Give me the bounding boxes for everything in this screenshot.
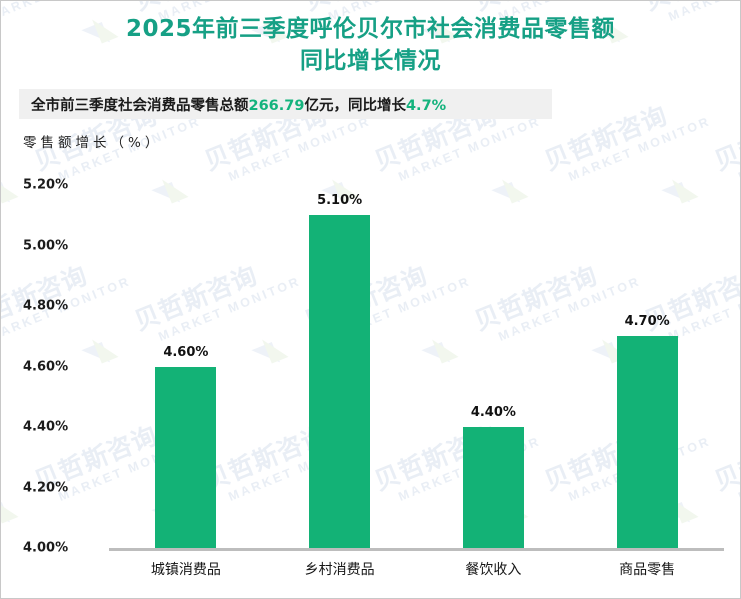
y-axis-tick-label: 4.60% — [23, 359, 69, 374]
bar-value-label: 5.10% — [317, 193, 363, 209]
title-line-1: 2025年前三季度呼伦贝尔市社会消费品零售额 — [125, 16, 615, 42]
subtitle-growth-value: 4.7% — [405, 97, 447, 114]
bar[interactable] — [462, 427, 524, 548]
y-axis-tick-label: 4.00% — [23, 540, 69, 556]
subtitle-banner: 全市前三季度社会消费品零售总额266.79亿元，同比增长4.7% — [19, 89, 552, 119]
y-axis-label: 零售额增长（%） — [23, 135, 163, 151]
subtitle-middle: 亿元，同比增长 — [304, 97, 406, 114]
subtitle-text: 全市前三季度社会消费品零售总额266.79亿元，同比增长4.7% — [19, 94, 446, 115]
x-axis-tick-label: 商品零售 — [619, 562, 676, 578]
bar-value-label: 4.40% — [470, 405, 516, 420]
x-axis-tick-label: 餐饮收入 — [465, 562, 522, 578]
y-axis-tick-label: 4.20% — [23, 480, 69, 495]
bar-value-label: 4.70% — [624, 314, 670, 330]
page-title: 2025年前三季度呼伦贝尔市社会消费品零售额 同比增长情况 — [1, 13, 740, 77]
subtitle-total-value: 266.79 — [248, 97, 305, 114]
x-axis-tick-label: 城镇消费品 — [150, 562, 221, 578]
bar[interactable] — [155, 366, 217, 548]
y-axis-tick-label: 5.00% — [23, 238, 69, 253]
y-axis-tick-label: 4.80% — [23, 298, 69, 314]
y-axis-tick-label: 5.20% — [23, 177, 69, 193]
bar[interactable] — [616, 336, 678, 548]
bar-value-label: 4.60% — [163, 344, 209, 360]
x-axis-tick-label: 乡村消费品 — [304, 562, 375, 578]
y-axis-tick-label: 4.40% — [23, 419, 69, 435]
subtitle-prefix: 全市前三季度社会消费品零售总额 — [31, 97, 249, 114]
x-axis-line — [109, 548, 724, 551]
bar[interactable] — [309, 215, 371, 548]
title-line-2: 同比增长情况 — [300, 48, 441, 74]
